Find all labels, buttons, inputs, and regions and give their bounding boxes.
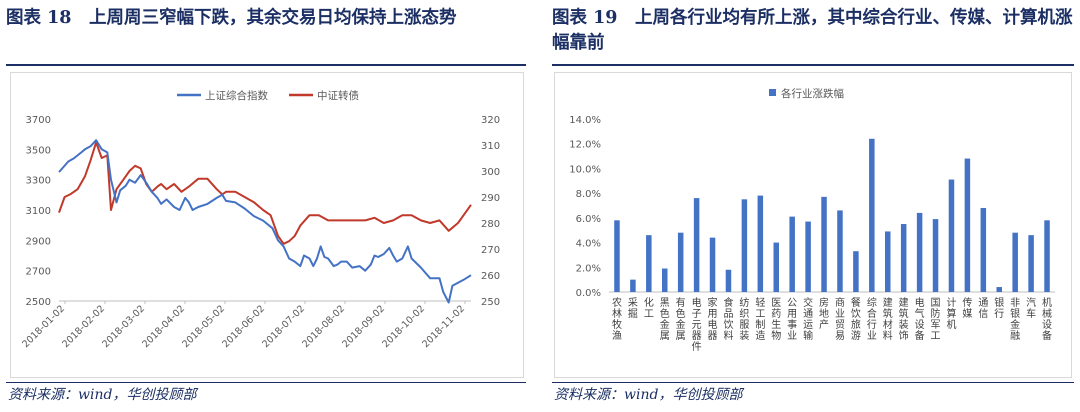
bar-21: [948, 179, 955, 292]
right-source-note: 资料来源：wind，华创投顾部: [554, 387, 743, 403]
bar-22: [964, 158, 971, 292]
right-title-rule: [552, 64, 1074, 66]
category-label: 黑色金属: [660, 297, 670, 342]
y-left-tick-label: 2900: [26, 236, 51, 247]
category-label: 通信: [978, 297, 988, 320]
category-label: 化工: [644, 296, 654, 320]
category-label: 纺织服装: [739, 296, 749, 342]
y-tick-label: 10.0%: [569, 164, 601, 175]
y-left-tick-label: 3300: [26, 176, 51, 187]
bar-20: [932, 219, 939, 292]
category-label: 汽车: [1026, 296, 1036, 320]
x-tick-label: 2018-11-02: [420, 303, 467, 350]
bar-18: [900, 224, 907, 292]
bar-4: [677, 232, 684, 292]
bar-10: [773, 242, 779, 292]
y-right-tick-label: 320: [481, 115, 500, 126]
bar-2: [646, 235, 652, 292]
bar-5: [693, 198, 700, 292]
left-figure-title: 图表 18 上周周三窄幅下跌，其余交易日均保持上涨态势: [6, 8, 457, 28]
left-source-note: 资料来源：wind，华创投顾部: [8, 387, 197, 403]
y-right-tick-label: 280: [481, 219, 500, 230]
y-tick-label: 6.0%: [576, 214, 601, 225]
category-label: 公用事业: [787, 298, 797, 342]
bar-13: [821, 196, 827, 292]
bar-6: [709, 237, 716, 292]
line-chart: 2500 2700 2900 3100 3300 3500 3700 250 260 270 280…: [20, 89, 500, 350]
bar-27: [1044, 220, 1050, 292]
y-right-tick-label: 250: [481, 297, 500, 308]
category-label: 家用电器: [708, 296, 718, 342]
category-label: 建筑材料: [883, 296, 893, 342]
category-label: 传媒: [962, 297, 972, 320]
y-left-tick-label: 3100: [26, 206, 51, 217]
category-label: 轻工制造: [755, 296, 765, 342]
bar-chart: 0.0% 2.0% 4.0% 6.0% 8.0% 10.0% 12.0% 14.0% 农林牧渔采…: [569, 87, 1055, 353]
right-bottom-rule: [552, 382, 1074, 383]
category-label: 医药生物: [771, 297, 781, 342]
bar-26: [1028, 235, 1034, 292]
y-tick-label: 0.0%: [576, 288, 601, 299]
line-chart-frame: 2500 2700 2900 3100 3300 3500 3700 250 260 270 280…: [10, 72, 524, 378]
category-label: 银行: [994, 296, 1004, 320]
series-line-convertible: [58, 141, 472, 245]
category-label: 交通运输: [803, 296, 813, 342]
category-label: 农林牧渔: [612, 296, 622, 342]
category-label: 采掘: [628, 297, 638, 320]
y-left-tick-label: 2700: [26, 267, 51, 278]
bar-chart-frame: 0.0% 2.0% 4.0% 6.0% 8.0% 10.0% 12.0% 14.0% 农林牧渔采…: [554, 72, 1072, 378]
category-label: 综合行业: [867, 296, 877, 342]
y-tick-label: 12.0%: [569, 140, 601, 151]
bar-15: [853, 251, 859, 292]
category-label: 非银金融: [1010, 297, 1020, 342]
y-tick-label: 2.0%: [576, 263, 601, 274]
y-left-tick-label: 3700: [26, 115, 51, 126]
bar-1: [630, 279, 636, 292]
category-label: 餐饮旅游: [851, 296, 861, 342]
category-label: 国防军工: [931, 297, 941, 342]
y-right-tick-label: 270: [481, 245, 500, 256]
bar-11: [789, 216, 795, 292]
bar-19: [916, 212, 923, 292]
category-label: 电气设备: [915, 296, 925, 342]
y-right-tick-label: 290: [481, 193, 500, 204]
y-right-tick-label: 260: [481, 271, 500, 282]
y-left-tick-label: 3500: [26, 145, 51, 156]
bar-16: [869, 138, 875, 292]
bar-12: [805, 221, 811, 292]
legend-label: 各行业涨跌幅: [781, 87, 844, 100]
series-line-index: [58, 139, 472, 304]
legend-swatch: [769, 89, 776, 96]
category-label: 商业贸易: [835, 296, 845, 342]
bar-25: [1012, 232, 1018, 292]
y-right-tick-label: 310: [481, 141, 500, 152]
category-label: 有色金属: [676, 296, 686, 342]
legend-label-1: 中证转债: [317, 89, 359, 102]
bar-0: [614, 220, 620, 292]
category-label: 房地产: [819, 296, 829, 331]
category-label: 建筑装饰: [899, 296, 909, 342]
legend-label-0: 上证综合指数: [205, 89, 268, 102]
bar-7: [725, 269, 732, 292]
bar-3: [662, 268, 668, 292]
bar-17: [885, 231, 891, 292]
category-label: 机械设备: [1042, 296, 1052, 342]
y-right-tick-label: 300: [481, 167, 500, 178]
left-bottom-rule: [6, 382, 526, 383]
category-label: 食品饮料: [723, 296, 733, 342]
category-label: 计算机: [946, 296, 956, 331]
y-left-tick-label: 2500: [26, 297, 51, 308]
y-tick-label: 4.0%: [576, 239, 601, 250]
y-tick-label: 14.0%: [569, 115, 601, 126]
category-label: 电子元器件: [692, 296, 702, 353]
y-tick-label: 8.0%: [576, 189, 601, 200]
right-figure-title: 图表 19 上周各行业均有所上涨，其中综合行业、传媒、计算机涨幅靠前: [552, 8, 1073, 53]
bar-14: [837, 210, 843, 292]
left-title-rule: [6, 64, 526, 66]
bar-23: [980, 207, 987, 292]
bar-24: [996, 287, 1002, 292]
bar-9: [757, 195, 764, 292]
bar-8: [741, 199, 748, 292]
